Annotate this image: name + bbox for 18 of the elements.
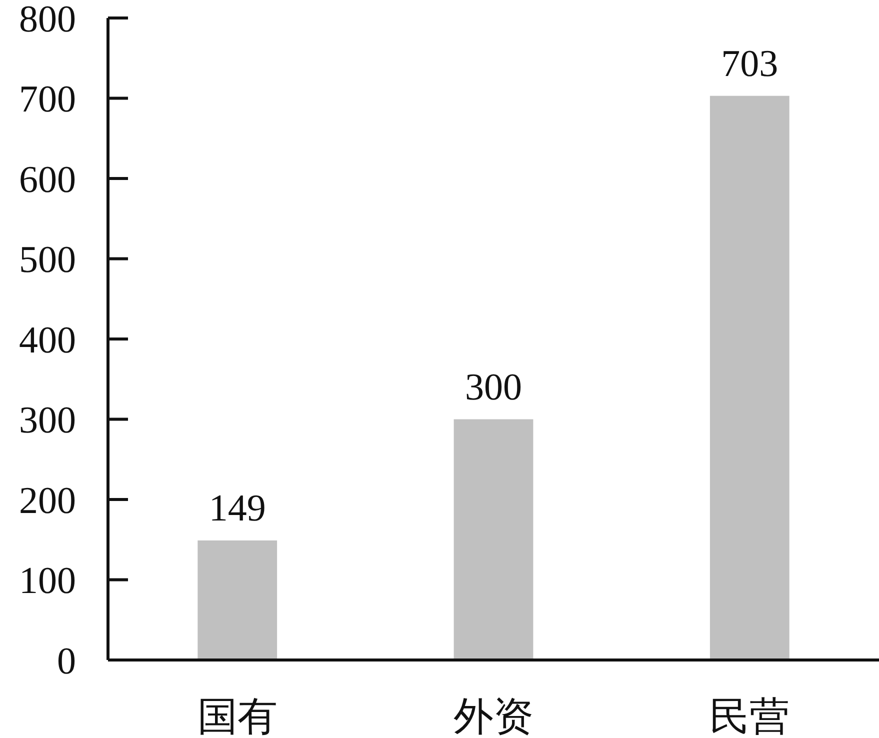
bar [454, 419, 534, 660]
y-tick-label: 800 [19, 0, 76, 40]
y-tick-label: 200 [19, 480, 76, 522]
bar [710, 96, 790, 660]
y-tick-label: 700 [19, 78, 76, 121]
y-tick-label: 400 [19, 319, 76, 362]
y-tick-label: 100 [19, 560, 76, 602]
data-label: 703 [721, 42, 778, 85]
y-tick-label: 0 [57, 640, 76, 682]
data-label: 300 [465, 366, 522, 408]
y-tick-label: 500 [19, 239, 76, 282]
x-tick-label: 民营 [710, 694, 790, 738]
x-tick-label: 外资 [454, 694, 534, 738]
bar [198, 540, 278, 660]
x-tick-label: 国有 [197, 694, 278, 738]
y-tick-label: 600 [19, 158, 76, 201]
y-tick-label: 300 [19, 400, 76, 442]
data-label: 149 [208, 487, 266, 530]
